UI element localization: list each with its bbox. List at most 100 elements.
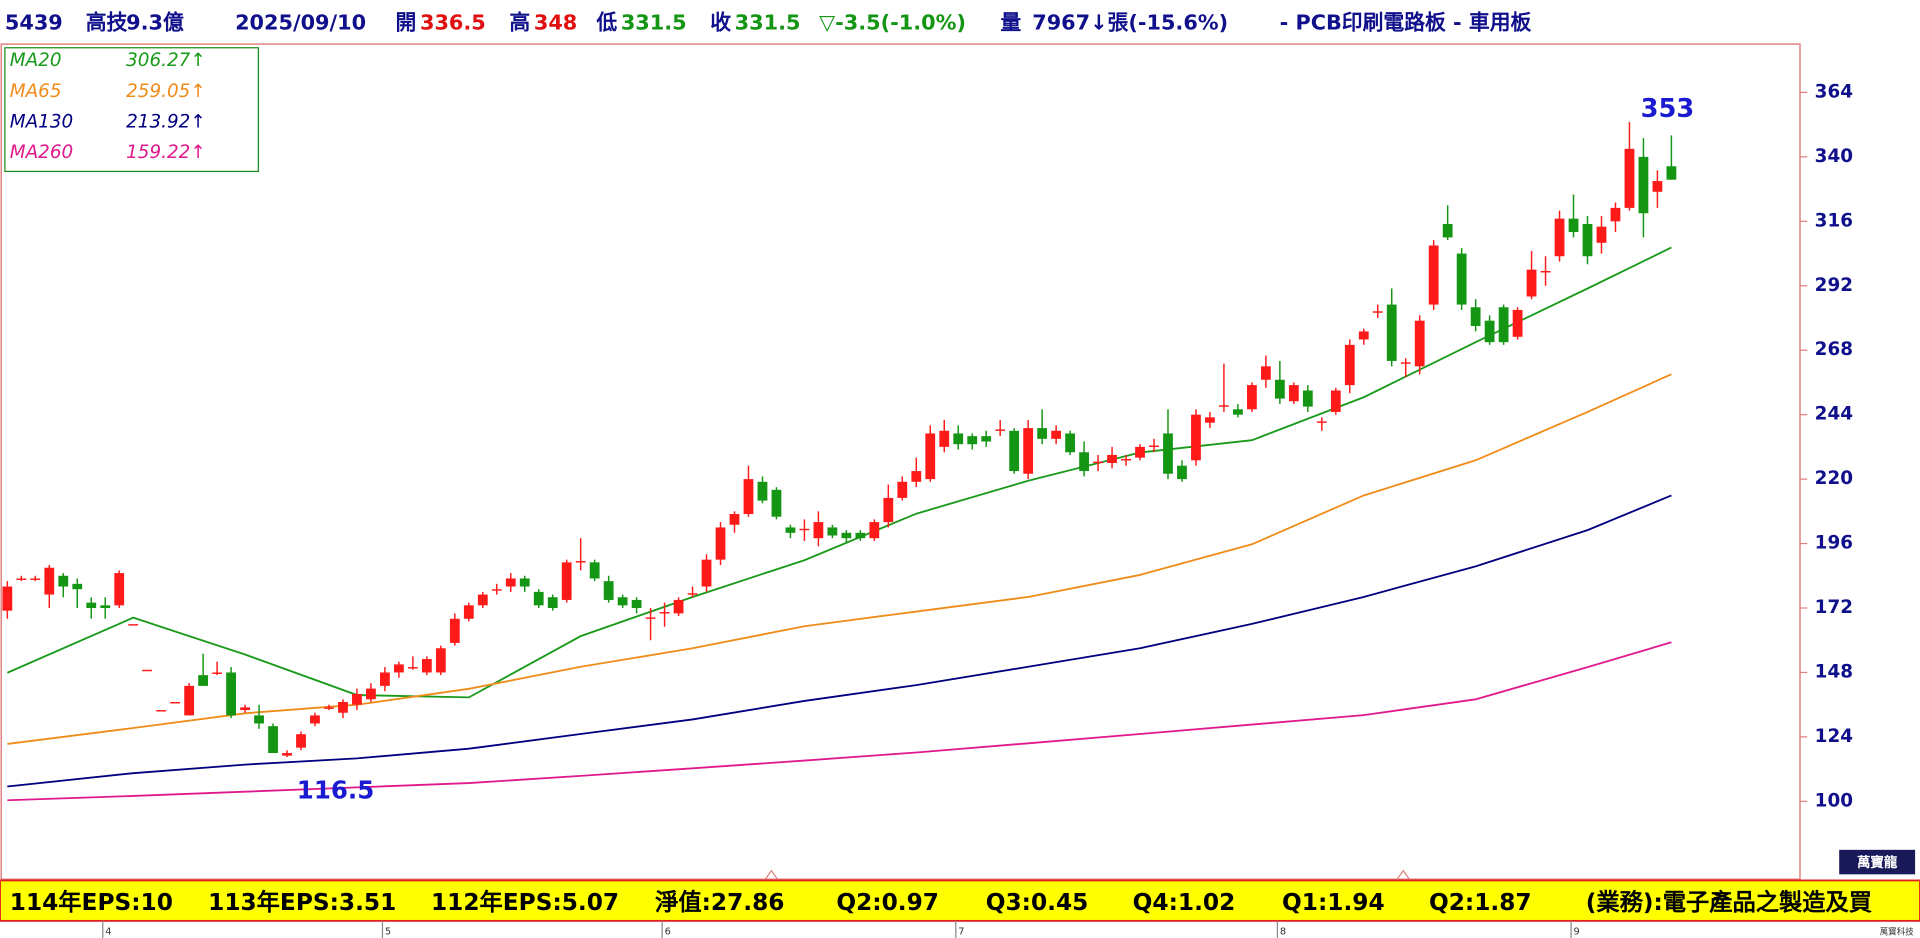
legend-items: MA20 306.27↑ MA65 259.05↑ MA130 213.92↑ MA260 1… bbox=[10, 50, 206, 163]
legend-name: MA65 bbox=[10, 81, 62, 102]
candle-body bbox=[1135, 446, 1145, 458]
plot-frame bbox=[0, 43, 1801, 880]
legend-name: MA260 bbox=[10, 142, 73, 163]
candle-body bbox=[1009, 430, 1020, 472]
candle-body bbox=[268, 726, 278, 754]
y-tick-label: 124 bbox=[1815, 726, 1853, 747]
candle-body bbox=[701, 559, 712, 587]
candle-body bbox=[1302, 390, 1313, 407]
candle-body bbox=[687, 593, 698, 595]
candle-body bbox=[1526, 269, 1537, 297]
legend-value: 213.92↑ bbox=[126, 111, 206, 132]
y-tick-label: 316 bbox=[1815, 210, 1853, 231]
candle-body bbox=[1107, 454, 1117, 463]
candle-body bbox=[421, 659, 432, 673]
candle-body bbox=[1400, 362, 1411, 364]
candle-body bbox=[1288, 385, 1299, 402]
candle-body bbox=[995, 429, 1006, 431]
low-annotation: 116.5 bbox=[297, 776, 374, 805]
candle-body bbox=[30, 578, 41, 580]
volume-label: 量 bbox=[1000, 10, 1021, 34]
candle-body bbox=[463, 605, 474, 619]
footer-item: Q2:1.87 bbox=[1429, 889, 1532, 916]
candle-body bbox=[1428, 245, 1439, 305]
candle-body bbox=[967, 436, 978, 445]
candle-body bbox=[58, 575, 69, 587]
close-label: 收 bbox=[710, 10, 731, 34]
candle-body bbox=[338, 701, 348, 713]
candle-body bbox=[1205, 417, 1215, 423]
candle-body bbox=[1596, 226, 1607, 243]
candle-body bbox=[1330, 390, 1341, 412]
y-tick-label: 364 bbox=[1815, 81, 1853, 102]
low-label: 低 bbox=[595, 10, 617, 34]
candle-body bbox=[212, 672, 222, 674]
y-tick-label: 172 bbox=[1815, 597, 1853, 618]
ma-line bbox=[7, 373, 1672, 745]
x-tick-label: 8 bbox=[1280, 926, 1286, 937]
candle-body bbox=[1414, 320, 1425, 367]
y-tick-label: 196 bbox=[1815, 533, 1853, 554]
y-tick-label: 244 bbox=[1815, 404, 1853, 425]
candle-body bbox=[393, 664, 404, 673]
candle-body bbox=[785, 527, 796, 533]
x-tick-label: 9 bbox=[1574, 926, 1580, 937]
industry: - PCB印刷電路板 - 車用板 bbox=[1280, 10, 1532, 34]
candle-body bbox=[547, 597, 558, 609]
candle-body bbox=[757, 481, 768, 501]
brand: 萬寶龍 bbox=[1857, 854, 1898, 871]
footer-item: 113年EPS:3.51 bbox=[208, 889, 396, 916]
footer-item: Q3:0.45 bbox=[986, 889, 1089, 916]
candle-body bbox=[477, 594, 488, 606]
candle-body bbox=[911, 471, 922, 482]
candle-body bbox=[1233, 409, 1243, 415]
marker-triangle bbox=[764, 869, 1411, 880]
candle-body bbox=[1358, 331, 1369, 340]
candle-body bbox=[1484, 320, 1495, 343]
candle-body bbox=[352, 693, 362, 705]
stock-code: 5439 bbox=[5, 10, 63, 34]
candle-body bbox=[1079, 452, 1089, 472]
candle-body bbox=[1638, 156, 1649, 214]
candle-body bbox=[1498, 307, 1509, 343]
candle-body bbox=[407, 667, 418, 669]
candle-body bbox=[1121, 458, 1131, 461]
candle-body bbox=[827, 527, 838, 536]
legend-value: 159.22↑ bbox=[126, 142, 206, 163]
candle-body bbox=[114, 573, 125, 606]
candle-body bbox=[561, 562, 572, 600]
candle-body bbox=[589, 562, 600, 579]
candle-body bbox=[603, 581, 614, 600]
candle-body bbox=[869, 522, 880, 539]
candle-body bbox=[1512, 309, 1523, 337]
stock-name: 高技 bbox=[86, 10, 128, 34]
brand-box bbox=[1839, 849, 1916, 875]
x-tick-label: 6 bbox=[665, 926, 671, 937]
candle-body bbox=[198, 675, 209, 686]
candle-body bbox=[617, 597, 628, 606]
footer-item: 112年EPS:5.07 bbox=[431, 889, 619, 916]
legend-value: 259.05↑ bbox=[126, 81, 206, 102]
candle-body bbox=[240, 707, 250, 711]
candle-body bbox=[1624, 148, 1635, 208]
candle-body bbox=[771, 489, 782, 517]
turnover: 9.3億 bbox=[126, 10, 184, 34]
plot: 353 116.5 bbox=[2, 94, 1694, 805]
candle-body bbox=[533, 591, 544, 606]
candle-body bbox=[1316, 421, 1327, 423]
candle-body bbox=[1554, 218, 1565, 257]
candle-body bbox=[1219, 405, 1229, 407]
close-value: 331.5 bbox=[735, 10, 801, 34]
candle-body bbox=[1246, 385, 1257, 410]
candle-body bbox=[1582, 224, 1593, 257]
candle-body bbox=[659, 612, 670, 614]
candle-body bbox=[715, 527, 726, 560]
candle-body bbox=[86, 602, 97, 609]
candle-body bbox=[1456, 253, 1467, 305]
candle-body bbox=[44, 567, 55, 595]
candle-body bbox=[1023, 428, 1034, 474]
brand-sub: 萬寶科技 bbox=[1880, 925, 1915, 937]
candle-body bbox=[1191, 414, 1201, 461]
candle-body bbox=[310, 715, 320, 724]
